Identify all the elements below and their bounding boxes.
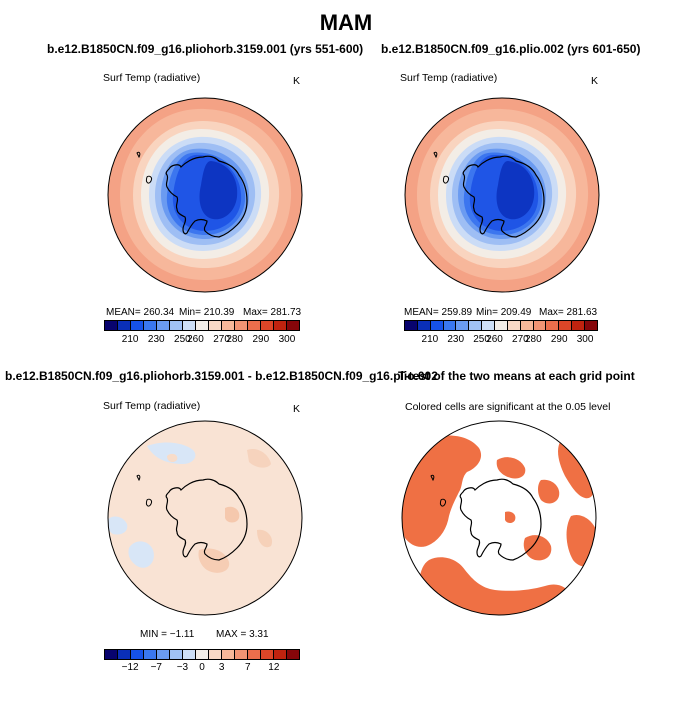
- panel-title-top-left: b.e12.B1850CN.f09_g16.pliohorb.3159.001 …: [47, 42, 364, 56]
- colorbar-swatch: [417, 321, 431, 330]
- colorbar-swatch: [261, 650, 274, 659]
- colorbar-swatch: [105, 650, 118, 659]
- colorbar-swatch: [248, 650, 261, 659]
- colorbar-tick-label: 260: [486, 334, 503, 345]
- colorbar-tick-label: 290: [252, 334, 270, 345]
- colorbar-swatch: [170, 650, 183, 659]
- variable-label-top-right: Surf Temp (radiative): [400, 72, 498, 84]
- stats-min-top-right: Min= 209.49: [476, 307, 532, 318]
- colorbar-swatch: [209, 650, 222, 659]
- colorbar-swatch: [157, 321, 170, 330]
- colorbar-ticks-top-right: 210 230 250 260 270 280 290 300: [404, 334, 598, 346]
- units-label-top-right: K: [591, 75, 599, 87]
- stats-min-bottom-left: MIN = −1.11: [140, 629, 195, 640]
- map-bottom-left: [107, 420, 303, 616]
- colorbar-swatch: [196, 321, 209, 330]
- colorbar-swatch: [405, 321, 418, 330]
- colorbar-swatch: [495, 321, 508, 330]
- colorbar-ticks-top-left: 210 230 250 260 270 280 290 300: [104, 334, 300, 346]
- stats-min-top-left: Min= 210.39: [179, 307, 235, 318]
- colorbar-swatch: [222, 650, 235, 659]
- colorbar-tick-label: 0: [199, 662, 205, 673]
- colorbar-swatch: [222, 321, 235, 330]
- colorbar-swatch: [507, 321, 521, 330]
- variable-label-top-left: Surf Temp (radiative): [103, 72, 201, 84]
- units-label-top-left: K: [293, 75, 301, 87]
- colorbar-swatch: [235, 321, 248, 330]
- colorbar-swatch: [559, 321, 573, 330]
- stats-max-top-right: Max= 281.63: [539, 307, 598, 318]
- colorbar-swatch: [209, 321, 222, 330]
- variable-label-bottom-left: Surf Temp (radiative): [103, 400, 201, 412]
- stats-mean-top-right: MEAN= 259.89: [404, 307, 473, 318]
- colorbar-tick-label: 270: [512, 334, 529, 345]
- colorbar-tick-label: 260: [187, 334, 204, 345]
- colorbar-swatch: [144, 650, 157, 659]
- stats-mean-top-left: MEAN= 260.34: [106, 307, 175, 318]
- colorbar-tick-label: 7: [244, 662, 251, 673]
- colorbar-swatch: [183, 650, 196, 659]
- colorbar-tick-label: −7: [150, 662, 162, 673]
- colorbar-swatch: [572, 321, 586, 330]
- colorbar-tick-label: 290: [550, 334, 568, 345]
- colorbar-tick-label: 270: [213, 334, 230, 345]
- colorbar-swatch: [170, 321, 183, 330]
- colorbar-tick-label: 300: [576, 334, 594, 345]
- colorbar-swatch: [469, 321, 483, 330]
- colorbar-swatch: [131, 321, 144, 330]
- colorbar-tick-label: 230: [447, 334, 465, 345]
- colorbar-swatch: [287, 321, 299, 330]
- map-top-left: [107, 97, 303, 293]
- subtitle-bottom-right: Colored cells are significant at the 0.0…: [405, 401, 611, 413]
- colorbar-tick-label: −3: [176, 662, 189, 673]
- colorbar-swatch: [183, 321, 196, 330]
- colorbar-swatch: [235, 650, 248, 659]
- stats-max-top-left: Max= 281.73: [243, 307, 302, 318]
- panel-title-top-right: b.e12.B1850CN.f09_g16.plio.002 (yrs 601-…: [381, 42, 641, 56]
- colorbar-top-left: [104, 320, 300, 331]
- panel-title-bottom-left: b.e12.B1850CN.f09_g16.pliohorb.3159.001 …: [5, 369, 438, 383]
- colorbar-top-right: [404, 320, 598, 331]
- colorbar-swatch: [118, 321, 131, 330]
- colorbar-swatch: [585, 321, 597, 330]
- colorbar-swatch: [546, 321, 560, 330]
- colorbar-swatch: [533, 321, 547, 330]
- colorbar-tick-label: 250: [174, 334, 191, 345]
- colorbar-tick-label: 230: [147, 334, 165, 345]
- stats-max-bottom-left: MAX = 3.31: [216, 629, 269, 640]
- colorbar-swatch: [520, 321, 534, 330]
- colorbar-swatch: [157, 650, 170, 659]
- colorbar-swatch: [274, 650, 287, 659]
- figure-title: MAM: [319, 10, 373, 35]
- colorbar-swatch: [274, 321, 287, 330]
- colorbar-tick-label: 280: [524, 334, 542, 345]
- colorbar-swatch: [482, 321, 496, 330]
- colorbar-swatch: [456, 321, 470, 330]
- colorbar-swatch: [430, 321, 444, 330]
- map-bottom-right: [401, 420, 597, 616]
- map-top-right: [404, 97, 600, 293]
- units-label-bottom-left: K: [293, 403, 301, 415]
- colorbar-swatch: [118, 650, 131, 659]
- colorbar-swatch: [261, 321, 274, 330]
- colorbar-ticks-bottom-left: −12 −7 −3 0 3 7 12: [104, 662, 300, 674]
- colorbar-tick-label: 3: [218, 662, 225, 673]
- colorbar-tick-label: 280: [226, 334, 243, 345]
- colorbar-tick-label: 300: [278, 334, 296, 345]
- colorbar-tick-label: 210: [421, 334, 439, 345]
- colorbar-tick-label: 12: [268, 662, 280, 673]
- colorbar-tick-label: 210: [121, 334, 139, 345]
- colorbar-swatch: [105, 321, 118, 330]
- colorbar-bottom-left: [104, 649, 300, 660]
- panel-title-bottom-right: T-test of the two means at each grid poi…: [398, 369, 635, 383]
- colorbar-swatch: [443, 321, 457, 330]
- colorbar-swatch: [196, 650, 209, 659]
- colorbar-swatch: [248, 321, 261, 330]
- colorbar-tick-label: −12: [121, 662, 139, 673]
- colorbar-tick-label: 250: [473, 334, 490, 345]
- colorbar-swatch: [144, 321, 157, 330]
- colorbar-swatch: [131, 650, 144, 659]
- colorbar-swatch: [287, 650, 299, 659]
